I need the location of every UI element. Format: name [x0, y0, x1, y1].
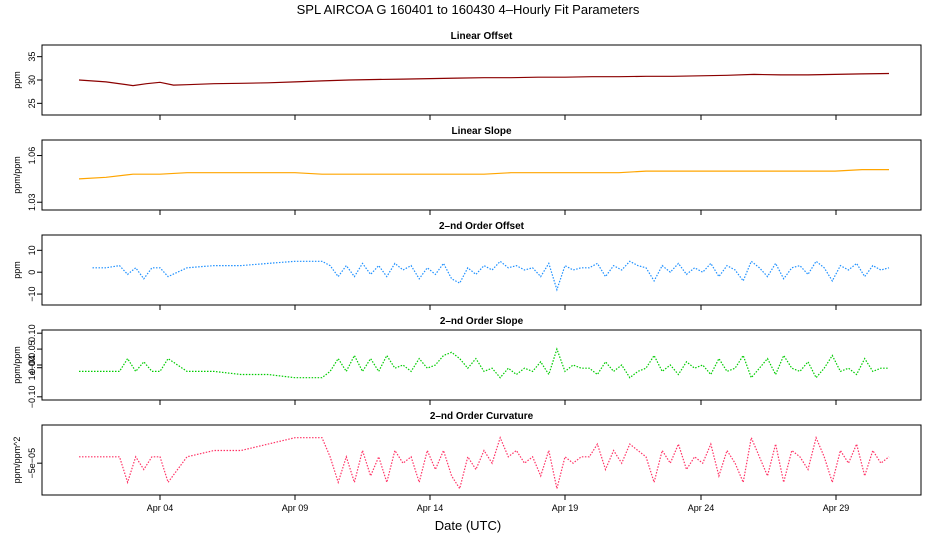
x-tick-label: Apr 04: [147, 503, 174, 513]
panel-title: 2–nd Order Slope: [440, 316, 524, 327]
y-tick-label: 0: [27, 270, 37, 275]
y-axis-label: ppm/ppm^2: [12, 437, 22, 484]
y-tick-label: −10: [27, 286, 37, 301]
panel-3: 2–nd Order Offset −10 0 10 ppm: [12, 221, 922, 310]
series-line: [79, 347, 889, 379]
y-tick-label: 1e−04: [27, 355, 37, 380]
y-axis-label: ppm/ppm: [12, 156, 22, 194]
panel-4: 2–nd Order Slope −0.10 0.000.050.10 ppm/ppm: [12, 316, 922, 408]
y-tick-label: 25: [27, 98, 37, 108]
x-tick-label: Apr 09: [282, 503, 309, 513]
y-axis-label: ppm: [12, 261, 22, 279]
y-tick-label: 1.03: [27, 193, 37, 211]
series-line: [78, 169, 889, 180]
series-line: [78, 72, 890, 87]
y-tick-label: 0.10: [27, 324, 37, 342]
y-tick-label: 10: [27, 245, 37, 255]
panels: Linear Offset 25 30 35 ppm Linear Slope 1.03 1.…: [12, 31, 922, 500]
y-tick-label: −0.10: [27, 385, 37, 408]
series-line: [92, 260, 890, 292]
x-axis-label: Date (UTC): [435, 518, 501, 533]
panel-title: 2–nd Order Offset: [439, 221, 525, 232]
y-axis-label: ppm: [12, 71, 22, 89]
figure-title: SPL AIRCOA G 160401 to 160430 4–Hourly F…: [297, 2, 640, 17]
y-axis-label: ppm/ppm: [12, 346, 22, 384]
x-tick-label: Apr 29: [823, 503, 850, 513]
y-tick-label: 30: [27, 75, 37, 85]
panel-title: Linear Slope: [451, 126, 511, 137]
x-tick-label: Apr 19: [552, 503, 579, 513]
panel-title: 2–nd Order Curvature: [430, 411, 534, 422]
panel-frame: [41, 44, 922, 116]
panel-frame: [41, 139, 922, 211]
x-tick-label: Apr 24: [688, 503, 715, 513]
panel-5: 2–nd Order Curvature −5e−05 1e−04 ppm/ppm^2: [12, 355, 922, 500]
panel-title: Linear Offset: [451, 31, 513, 42]
series-line: [79, 435, 890, 491]
x-axis-ticks: Apr 04 Apr 09 Apr 14 Apr 19 Apr 24 Apr 29: [147, 503, 850, 513]
y-tick-label: 35: [27, 52, 37, 62]
y-tick-label: −5e−05: [27, 448, 37, 479]
x-tick-label: Apr 14: [417, 503, 444, 513]
panel-2: Linear Slope 1.03 1.06 ppm/ppm: [12, 126, 922, 215]
y-tick-label: 0.00: [27, 356, 37, 374]
panel-1: Linear Offset 25 30 35 ppm: [12, 31, 922, 120]
panel-frame: [41, 234, 922, 306]
y-tick-label: 1.06: [27, 147, 37, 165]
panel-frame: [41, 424, 922, 496]
y-tick-label: 0.05: [27, 340, 37, 358]
